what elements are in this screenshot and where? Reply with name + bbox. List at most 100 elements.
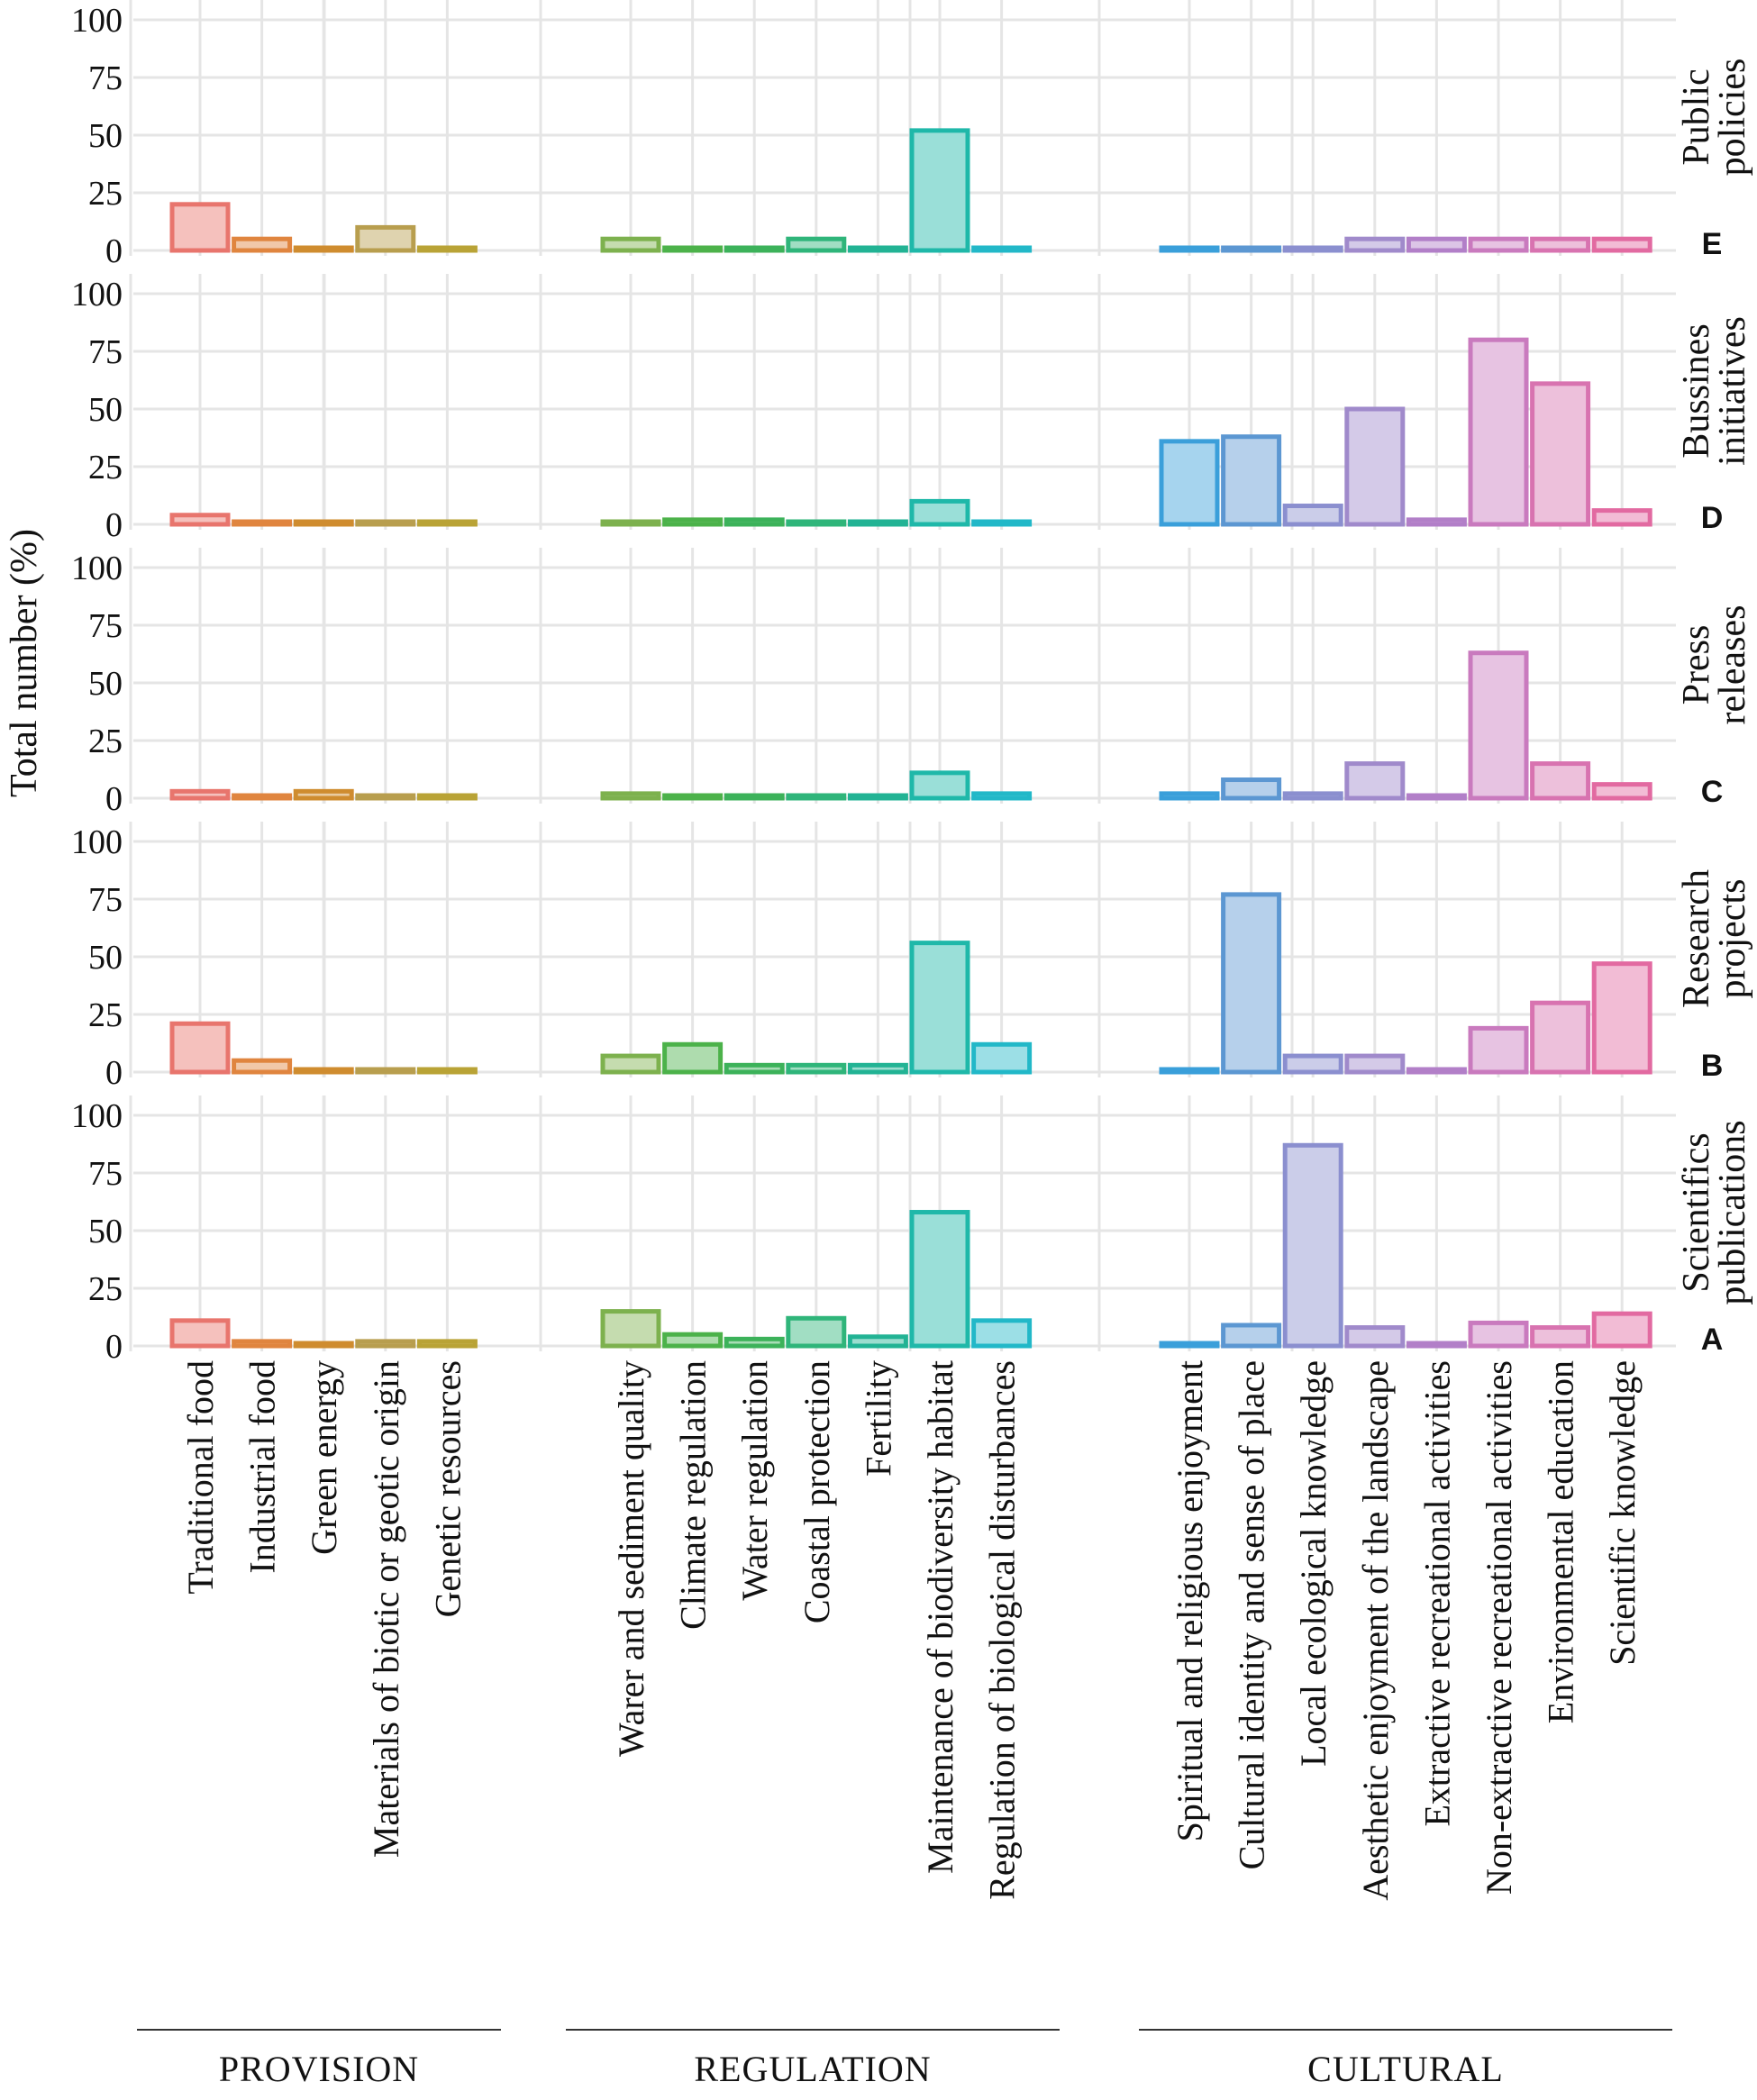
bar (662, 1332, 724, 1349)
bar (786, 519, 847, 527)
bar (1591, 1311, 1652, 1349)
bar (1406, 793, 1467, 801)
bar (1530, 1325, 1591, 1349)
bar (971, 1318, 1033, 1349)
y-tick-label: 25 (88, 449, 123, 486)
x-tick-label: Fertility (858, 1360, 898, 1477)
bar (1406, 1067, 1467, 1075)
y-tick-label: 0 (105, 780, 123, 818)
bar (293, 788, 354, 801)
bar (909, 941, 970, 1075)
bar (971, 245, 1033, 253)
x-tick-label: Cultural identity and sense of place (1232, 1360, 1272, 1869)
x-tick-label: Local ecological knowledge (1293, 1360, 1334, 1767)
x-tick-label: Coastal protection (797, 1360, 837, 1623)
bar (1468, 236, 1529, 253)
bar (169, 788, 231, 801)
bar (1282, 1142, 1343, 1349)
bar (1591, 236, 1652, 253)
bar (1221, 1323, 1282, 1349)
facet-title-line2: initiatives (1712, 316, 1753, 466)
bar (1159, 1067, 1220, 1075)
bar (600, 1309, 661, 1349)
bar (1282, 1053, 1343, 1075)
bar (1344, 406, 1406, 527)
y-tick-label: 0 (105, 1328, 123, 1366)
bar (416, 519, 478, 527)
bar (1159, 439, 1220, 527)
bar (847, 1062, 908, 1075)
facet-title-line2: publications (1712, 1120, 1753, 1305)
bar (169, 1318, 231, 1349)
bar (971, 791, 1033, 801)
bar (1468, 1320, 1529, 1349)
x-tick-label: Genetic resources (427, 1360, 468, 1617)
y-tick-label: 25 (88, 723, 123, 760)
bar (1159, 1341, 1220, 1349)
bar (724, 517, 785, 527)
bar (1221, 245, 1282, 253)
bar (416, 793, 478, 801)
bar (1282, 245, 1343, 253)
facet-title-line1: Research (1676, 869, 1717, 1008)
bar (1591, 782, 1652, 801)
facet-title-line1: Scientifics (1676, 1132, 1717, 1292)
x-tick-label: Regulation of biological disturbances (982, 1360, 1023, 1900)
y-tick-label: 75 (88, 607, 123, 645)
bar (1468, 1025, 1529, 1075)
bar (662, 793, 724, 801)
x-tick-label: Environmental education (1541, 1360, 1581, 1723)
bar (355, 1339, 416, 1349)
facet-title-line1: Public (1676, 68, 1717, 165)
facet-letter: B (1701, 1049, 1724, 1083)
facet-title-line1: Press (1676, 625, 1717, 705)
bar (600, 791, 661, 801)
y-tick-label: 50 (88, 1213, 123, 1250)
bar (1344, 1053, 1406, 1075)
bar (724, 245, 785, 253)
bar (293, 1341, 354, 1349)
bar (355, 793, 416, 801)
bar (416, 1067, 478, 1075)
y-tick-label: 75 (88, 881, 123, 919)
bar (724, 793, 785, 801)
bar (1530, 236, 1591, 253)
bar (1530, 761, 1591, 801)
bar (724, 1336, 785, 1349)
y-tick-label: 75 (88, 59, 123, 97)
bar (1221, 777, 1282, 801)
facet-letter: D (1701, 501, 1724, 535)
bar (232, 793, 293, 801)
bar (416, 245, 478, 253)
bar (1344, 1325, 1406, 1349)
y-tick-label: 25 (88, 996, 123, 1034)
bar (169, 1021, 231, 1075)
y-tick-label: 25 (88, 1270, 123, 1308)
bar (1468, 337, 1529, 527)
bar (600, 236, 661, 253)
bar (232, 1339, 293, 1349)
y-tick-label: 50 (88, 391, 123, 429)
y-tick-label: 0 (105, 1054, 123, 1092)
bar (724, 1062, 785, 1075)
bar (600, 1053, 661, 1075)
facet-title-line1: Bussines (1676, 323, 1717, 458)
bar (1159, 245, 1220, 253)
bar (416, 1339, 478, 1349)
bar (232, 236, 293, 253)
bar (1221, 892, 1282, 1075)
y-tick-label: 25 (88, 175, 123, 213)
y-tick-label: 100 (71, 550, 123, 587)
x-tick-label: Scientific knowledge (1602, 1360, 1643, 1666)
bar (1530, 381, 1591, 527)
bar (1591, 508, 1652, 527)
facet-title-line2: policies (1712, 59, 1753, 177)
x-tick-label: Non-extractive recreational activities (1479, 1360, 1519, 1895)
x-tick-label: Materials of biotic or geotic origin (366, 1360, 406, 1858)
bar (662, 1041, 724, 1075)
bar (1344, 236, 1406, 253)
facet-letter: A (1701, 1323, 1724, 1357)
bar (1282, 504, 1343, 527)
bar (909, 1210, 970, 1349)
